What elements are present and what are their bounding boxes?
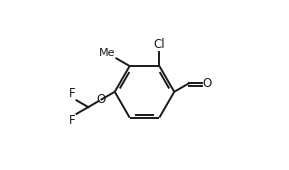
Text: Cl: Cl <box>153 38 165 51</box>
Text: O: O <box>202 77 212 90</box>
Text: F: F <box>69 114 76 127</box>
Text: F: F <box>69 87 76 100</box>
Text: Me: Me <box>99 48 116 57</box>
Text: O: O <box>97 93 106 106</box>
